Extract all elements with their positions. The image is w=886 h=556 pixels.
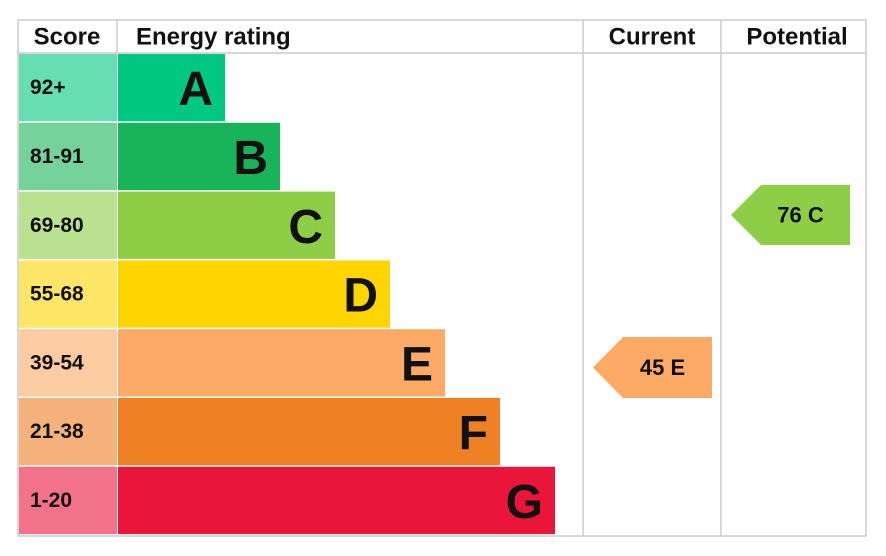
rating-bar xyxy=(118,466,555,535)
rating-letter: D xyxy=(343,270,378,323)
score-label: 81-91 xyxy=(30,145,84,168)
current-arrow xyxy=(593,337,712,398)
score-cell xyxy=(19,329,117,397)
rating-letter: E xyxy=(401,338,433,391)
score-cell xyxy=(19,122,117,191)
score-label: 92+ xyxy=(30,76,66,99)
potential-label: 76 C xyxy=(777,203,824,228)
rating-letter: A xyxy=(178,63,213,116)
rating-bar xyxy=(118,54,225,122)
score-label: 69-80 xyxy=(30,214,84,237)
header-current: Current xyxy=(609,24,696,51)
header-rating: Energy rating xyxy=(136,24,291,51)
score-cell xyxy=(19,466,117,535)
score-cell xyxy=(19,260,117,328)
header-score: Score xyxy=(34,24,101,51)
header-potential: Potential xyxy=(746,24,847,51)
rating-bar xyxy=(118,398,500,466)
score-label: 1-20 xyxy=(30,489,72,512)
score-cell xyxy=(19,54,117,122)
rating-letter: G xyxy=(506,476,543,529)
score-label: 21-38 xyxy=(30,420,84,443)
rating-bar xyxy=(118,122,280,191)
current-label: 45 E xyxy=(640,355,685,380)
score-label: 55-68 xyxy=(30,283,84,306)
rating-bar xyxy=(118,191,335,259)
score-cell xyxy=(19,398,117,466)
rating-bar xyxy=(118,260,390,328)
potential-arrow xyxy=(731,185,850,245)
score-cell xyxy=(19,191,117,259)
rating-letter: B xyxy=(233,132,268,185)
rating-letter: F xyxy=(459,407,488,460)
rating-bar xyxy=(118,329,445,397)
score-label: 39-54 xyxy=(30,351,84,374)
rating-letter: C xyxy=(288,201,323,254)
